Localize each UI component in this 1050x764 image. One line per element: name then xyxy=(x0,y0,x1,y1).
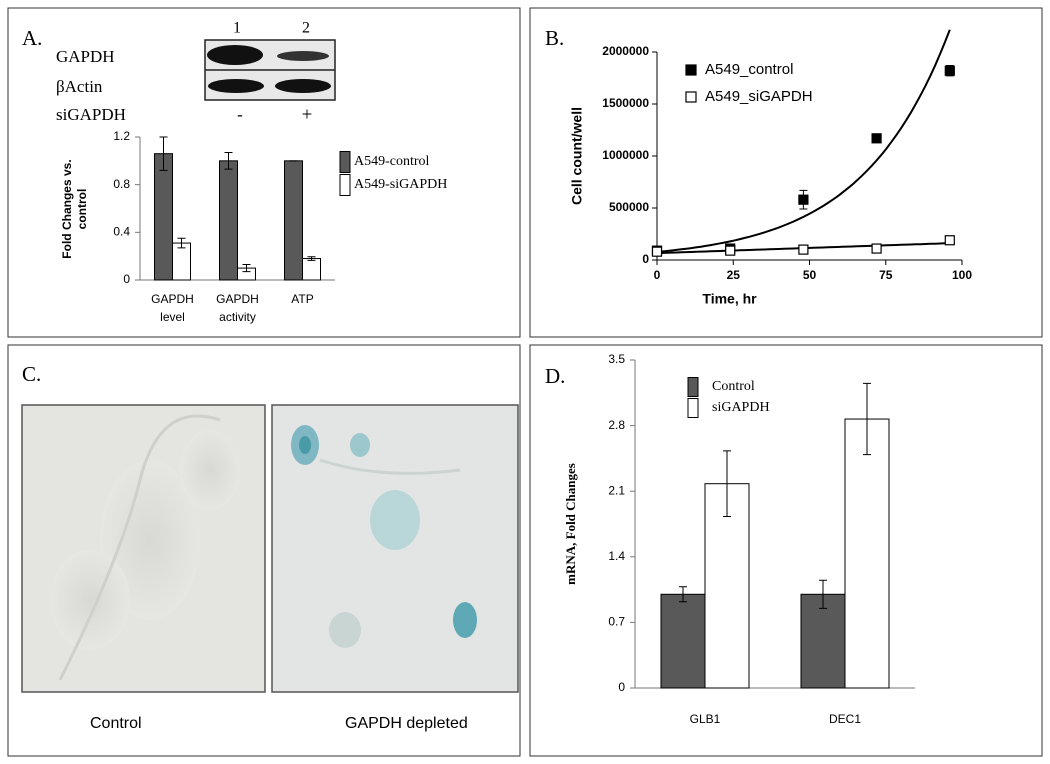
panel-frame xyxy=(529,7,1043,338)
error-bar xyxy=(307,256,316,261)
panel-label: D. xyxy=(545,364,565,388)
x-tick-label: 100 xyxy=(952,268,972,282)
y-tick-label: 1.4 xyxy=(608,549,625,563)
marker xyxy=(871,133,882,144)
y-axis-label: Cell count/well xyxy=(569,107,585,205)
legend-marker xyxy=(685,91,697,103)
y-tick-label: 0.4 xyxy=(113,225,130,239)
lane-label: 1 xyxy=(233,20,241,37)
legend-swatch xyxy=(339,174,351,196)
marker xyxy=(871,243,882,254)
x-tick-label: 25 xyxy=(727,268,741,282)
legend-label: A549_siGAPDH xyxy=(705,88,813,105)
y-tick-label: 1.2 xyxy=(113,129,130,143)
panel-frame xyxy=(529,344,1043,757)
marker xyxy=(944,65,955,76)
bar xyxy=(704,483,750,689)
x-tick-label: ATP xyxy=(291,292,314,306)
legend-label: Control xyxy=(712,379,755,394)
y-tick-label: 500000 xyxy=(609,200,649,214)
y-tick-label: 1500000 xyxy=(602,96,649,110)
bar xyxy=(284,160,303,281)
y-tick-label: 2.1 xyxy=(608,483,625,497)
blot xyxy=(204,39,336,101)
bar xyxy=(302,258,321,281)
error-bar xyxy=(819,579,827,609)
marker xyxy=(798,244,809,255)
trend-line xyxy=(656,29,951,253)
legend-label: A549-control xyxy=(354,154,430,169)
x-tick-label: GAPDH activity xyxy=(216,292,259,324)
y-axis-label: Fold Changes vs. control xyxy=(60,158,89,259)
image-caption: GAPDH depleted xyxy=(345,715,468,732)
x-tick-label: 50 xyxy=(803,268,817,282)
treatment-label: siGAPDH xyxy=(56,105,126,124)
y-tick-label: 0.8 xyxy=(113,177,130,191)
error-bar xyxy=(679,586,687,603)
blot-row-label: GAPDH xyxy=(56,47,115,66)
marker xyxy=(651,246,663,257)
bar xyxy=(219,160,238,281)
lane-label: 2 xyxy=(302,20,310,37)
bar xyxy=(844,418,890,689)
error-bar xyxy=(224,151,233,170)
x-tick-label: GAPDH level xyxy=(151,292,194,324)
panel-label: C. xyxy=(22,362,41,386)
treatment-mark: - xyxy=(237,105,243,124)
legend-marker xyxy=(685,64,697,76)
legend-label: A549-siGAPDH xyxy=(354,177,447,192)
y-axis-label: mRNA, Fold Changes xyxy=(563,463,578,585)
bar xyxy=(660,593,706,689)
image-caption: Control xyxy=(90,715,142,732)
y-tick-label: 2.8 xyxy=(608,418,625,432)
y-tick-label: 3.5 xyxy=(608,352,625,366)
bar xyxy=(172,242,191,281)
error-bar xyxy=(159,136,168,171)
x-tick-label: 75 xyxy=(879,268,893,282)
x-tick-label: 0 xyxy=(654,268,661,282)
error-bar xyxy=(177,237,186,249)
x-tick-label: DEC1 xyxy=(829,712,861,726)
legend-swatch xyxy=(687,377,699,397)
panel-label: B. xyxy=(545,26,564,50)
micrograph xyxy=(21,404,519,693)
error-bar xyxy=(723,450,731,518)
y-tick-label: 0 xyxy=(642,252,649,266)
y-tick-label: 0.7 xyxy=(608,615,625,629)
y-tick-label: 1000000 xyxy=(602,148,649,162)
legend-swatch xyxy=(339,151,351,173)
marker xyxy=(725,245,736,256)
error-bar xyxy=(242,264,251,273)
error-bar xyxy=(863,382,871,456)
marker xyxy=(944,235,955,246)
panel-label: A. xyxy=(22,26,42,50)
x-axis-label: Time, hr xyxy=(702,291,757,307)
legend-label: siGAPDH xyxy=(712,400,770,415)
legend-label: A549_control xyxy=(705,61,793,78)
y-tick-label: 0 xyxy=(123,272,130,286)
y-tick-label: 0 xyxy=(618,680,625,694)
marker xyxy=(798,194,809,205)
y-tick-label: 2000000 xyxy=(602,44,649,58)
legend-swatch xyxy=(687,398,699,418)
blot-row-label: βActin xyxy=(56,77,103,96)
bar xyxy=(154,153,173,281)
treatment-mark: + xyxy=(302,104,313,125)
x-tick-label: GLB1 xyxy=(690,712,721,726)
